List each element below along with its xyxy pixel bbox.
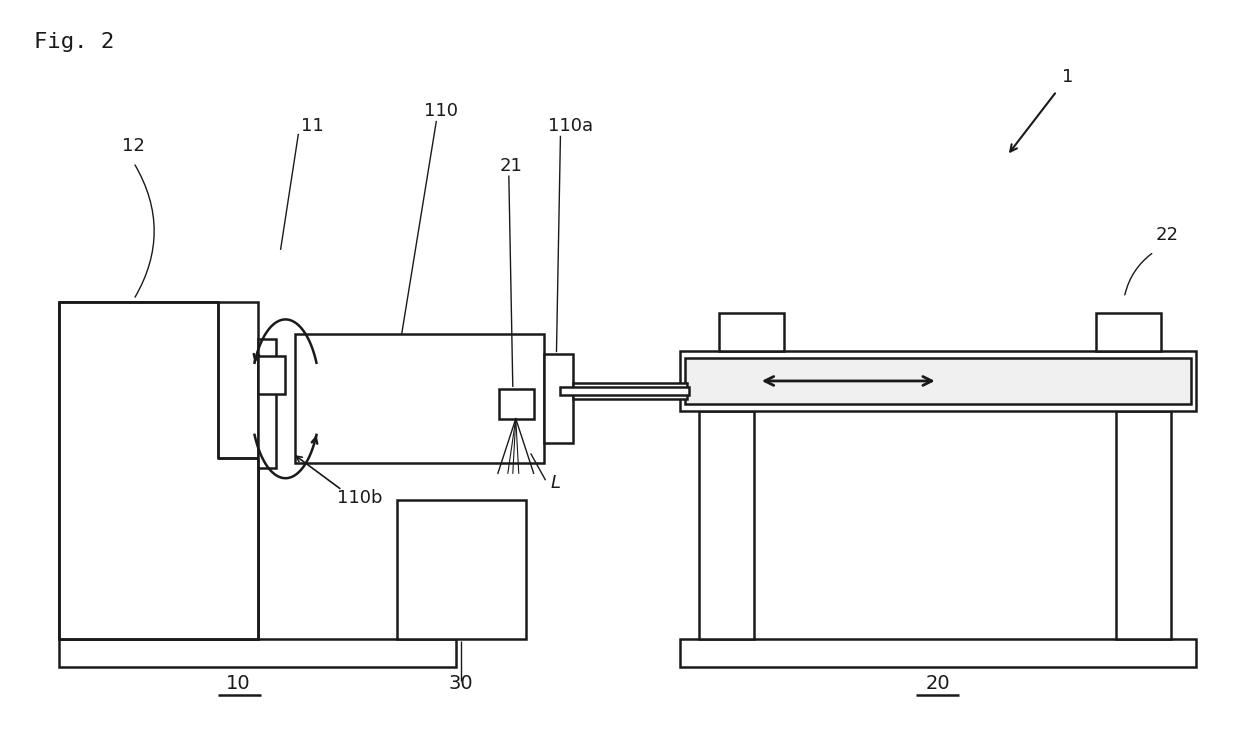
Bar xyxy=(1096,313,1161,351)
Bar xyxy=(684,358,1190,404)
Text: 21: 21 xyxy=(500,157,522,175)
Text: 10: 10 xyxy=(226,673,250,693)
Bar xyxy=(1116,410,1171,639)
Bar xyxy=(680,351,1195,410)
Polygon shape xyxy=(60,302,258,639)
Text: 11: 11 xyxy=(301,117,324,135)
Text: Fig. 2: Fig. 2 xyxy=(35,31,114,52)
Text: 110a: 110a xyxy=(548,117,593,135)
Text: 1: 1 xyxy=(1061,68,1073,86)
Bar xyxy=(258,339,275,468)
Text: 110: 110 xyxy=(424,102,459,120)
Bar xyxy=(60,639,456,667)
Bar xyxy=(295,334,543,464)
Bar xyxy=(573,383,687,398)
Bar xyxy=(258,356,285,394)
Bar xyxy=(719,313,784,351)
Bar xyxy=(60,302,258,639)
Bar xyxy=(498,389,533,419)
Text: 30: 30 xyxy=(449,673,474,693)
Text: 20: 20 xyxy=(925,673,950,693)
Bar xyxy=(543,354,573,443)
Text: L: L xyxy=(551,474,560,492)
Bar xyxy=(560,387,689,395)
Text: 12: 12 xyxy=(123,136,145,155)
Bar xyxy=(397,500,526,639)
Text: 110b: 110b xyxy=(337,489,383,507)
Bar xyxy=(680,639,1195,667)
Text: 22: 22 xyxy=(1156,226,1179,244)
Bar xyxy=(699,410,754,639)
